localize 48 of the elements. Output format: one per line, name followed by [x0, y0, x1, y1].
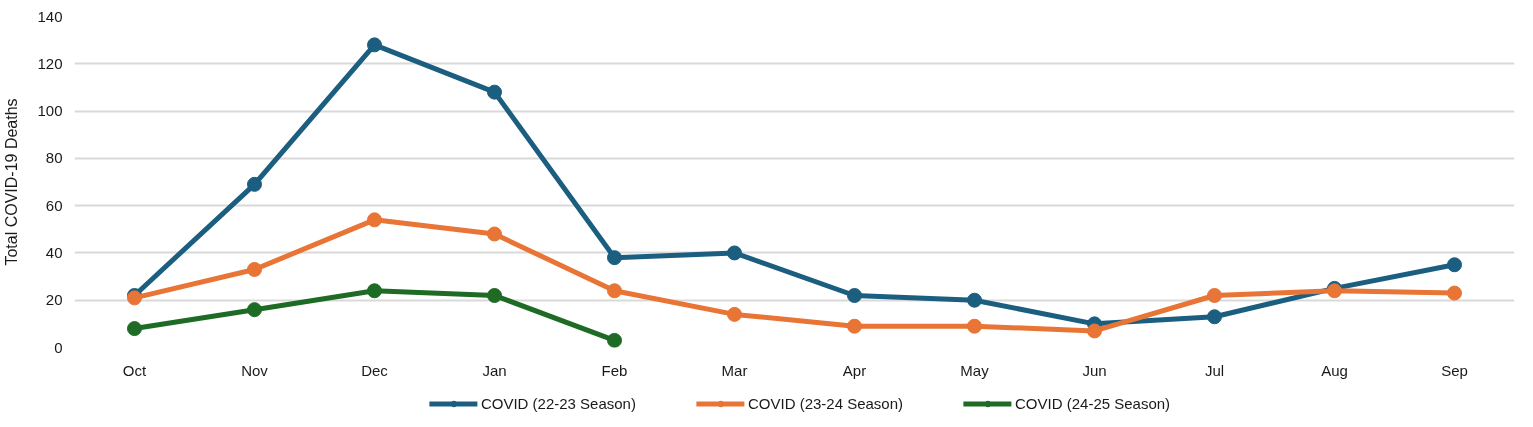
point: [247, 302, 262, 318]
point: [1207, 288, 1222, 303]
y-tick-label: 140: [37, 7, 63, 25]
point: [487, 288, 502, 303]
point: [367, 37, 382, 53]
point: [1447, 285, 1462, 301]
point: [847, 318, 862, 334]
y-axis-title: Total COVID-19 Deaths: [3, 98, 21, 266]
point: [487, 84, 502, 100]
legend-label: COVID (23-24 Season): [747, 394, 904, 412]
point: [367, 283, 382, 299]
point: [967, 318, 982, 334]
x-tick-label: Jan: [482, 361, 507, 379]
x-tick-label: Dec: [361, 361, 389, 379]
y-tick-label: 120: [37, 54, 63, 72]
x-tick-label: Oct: [122, 361, 147, 379]
x-tick-label: Jul: [1204, 361, 1225, 379]
point: [1447, 257, 1462, 273]
point: [727, 306, 742, 322]
y-tick-label: 20: [45, 291, 63, 309]
x-tick-label: Jun: [1082, 361, 1107, 379]
y-tick-label: 100: [37, 102, 63, 120]
point: [1207, 309, 1222, 325]
legend-label: COVID (24-25 Season): [1015, 394, 1171, 412]
y-tick-label: 80: [45, 149, 63, 167]
x-tick-label: Mar: [721, 361, 748, 379]
point: [127, 321, 142, 337]
x-tick-label: Nov: [241, 361, 269, 379]
point: [607, 283, 622, 299]
y-tick-label: 60: [45, 196, 63, 214]
point: [607, 250, 622, 266]
x-tick-label: Sep: [1441, 361, 1468, 379]
point: [847, 288, 862, 303]
x-tick-label: Feb: [601, 361, 628, 379]
point: [247, 176, 262, 192]
x-tick-label: May: [960, 361, 990, 379]
point: [727, 245, 742, 261]
legend-label: COVID (22-23 Season): [480, 394, 636, 412]
x-tick-label: Aug: [1321, 361, 1348, 379]
point: [607, 332, 622, 348]
point: [247, 261, 262, 277]
point: [367, 212, 382, 228]
y-tick-label: 0: [54, 338, 63, 356]
point: [967, 292, 982, 308]
y-tick-label: 40: [45, 243, 63, 261]
point: [487, 226, 502, 242]
point: [1087, 323, 1102, 339]
x-tick-label: Apr: [842, 361, 867, 379]
